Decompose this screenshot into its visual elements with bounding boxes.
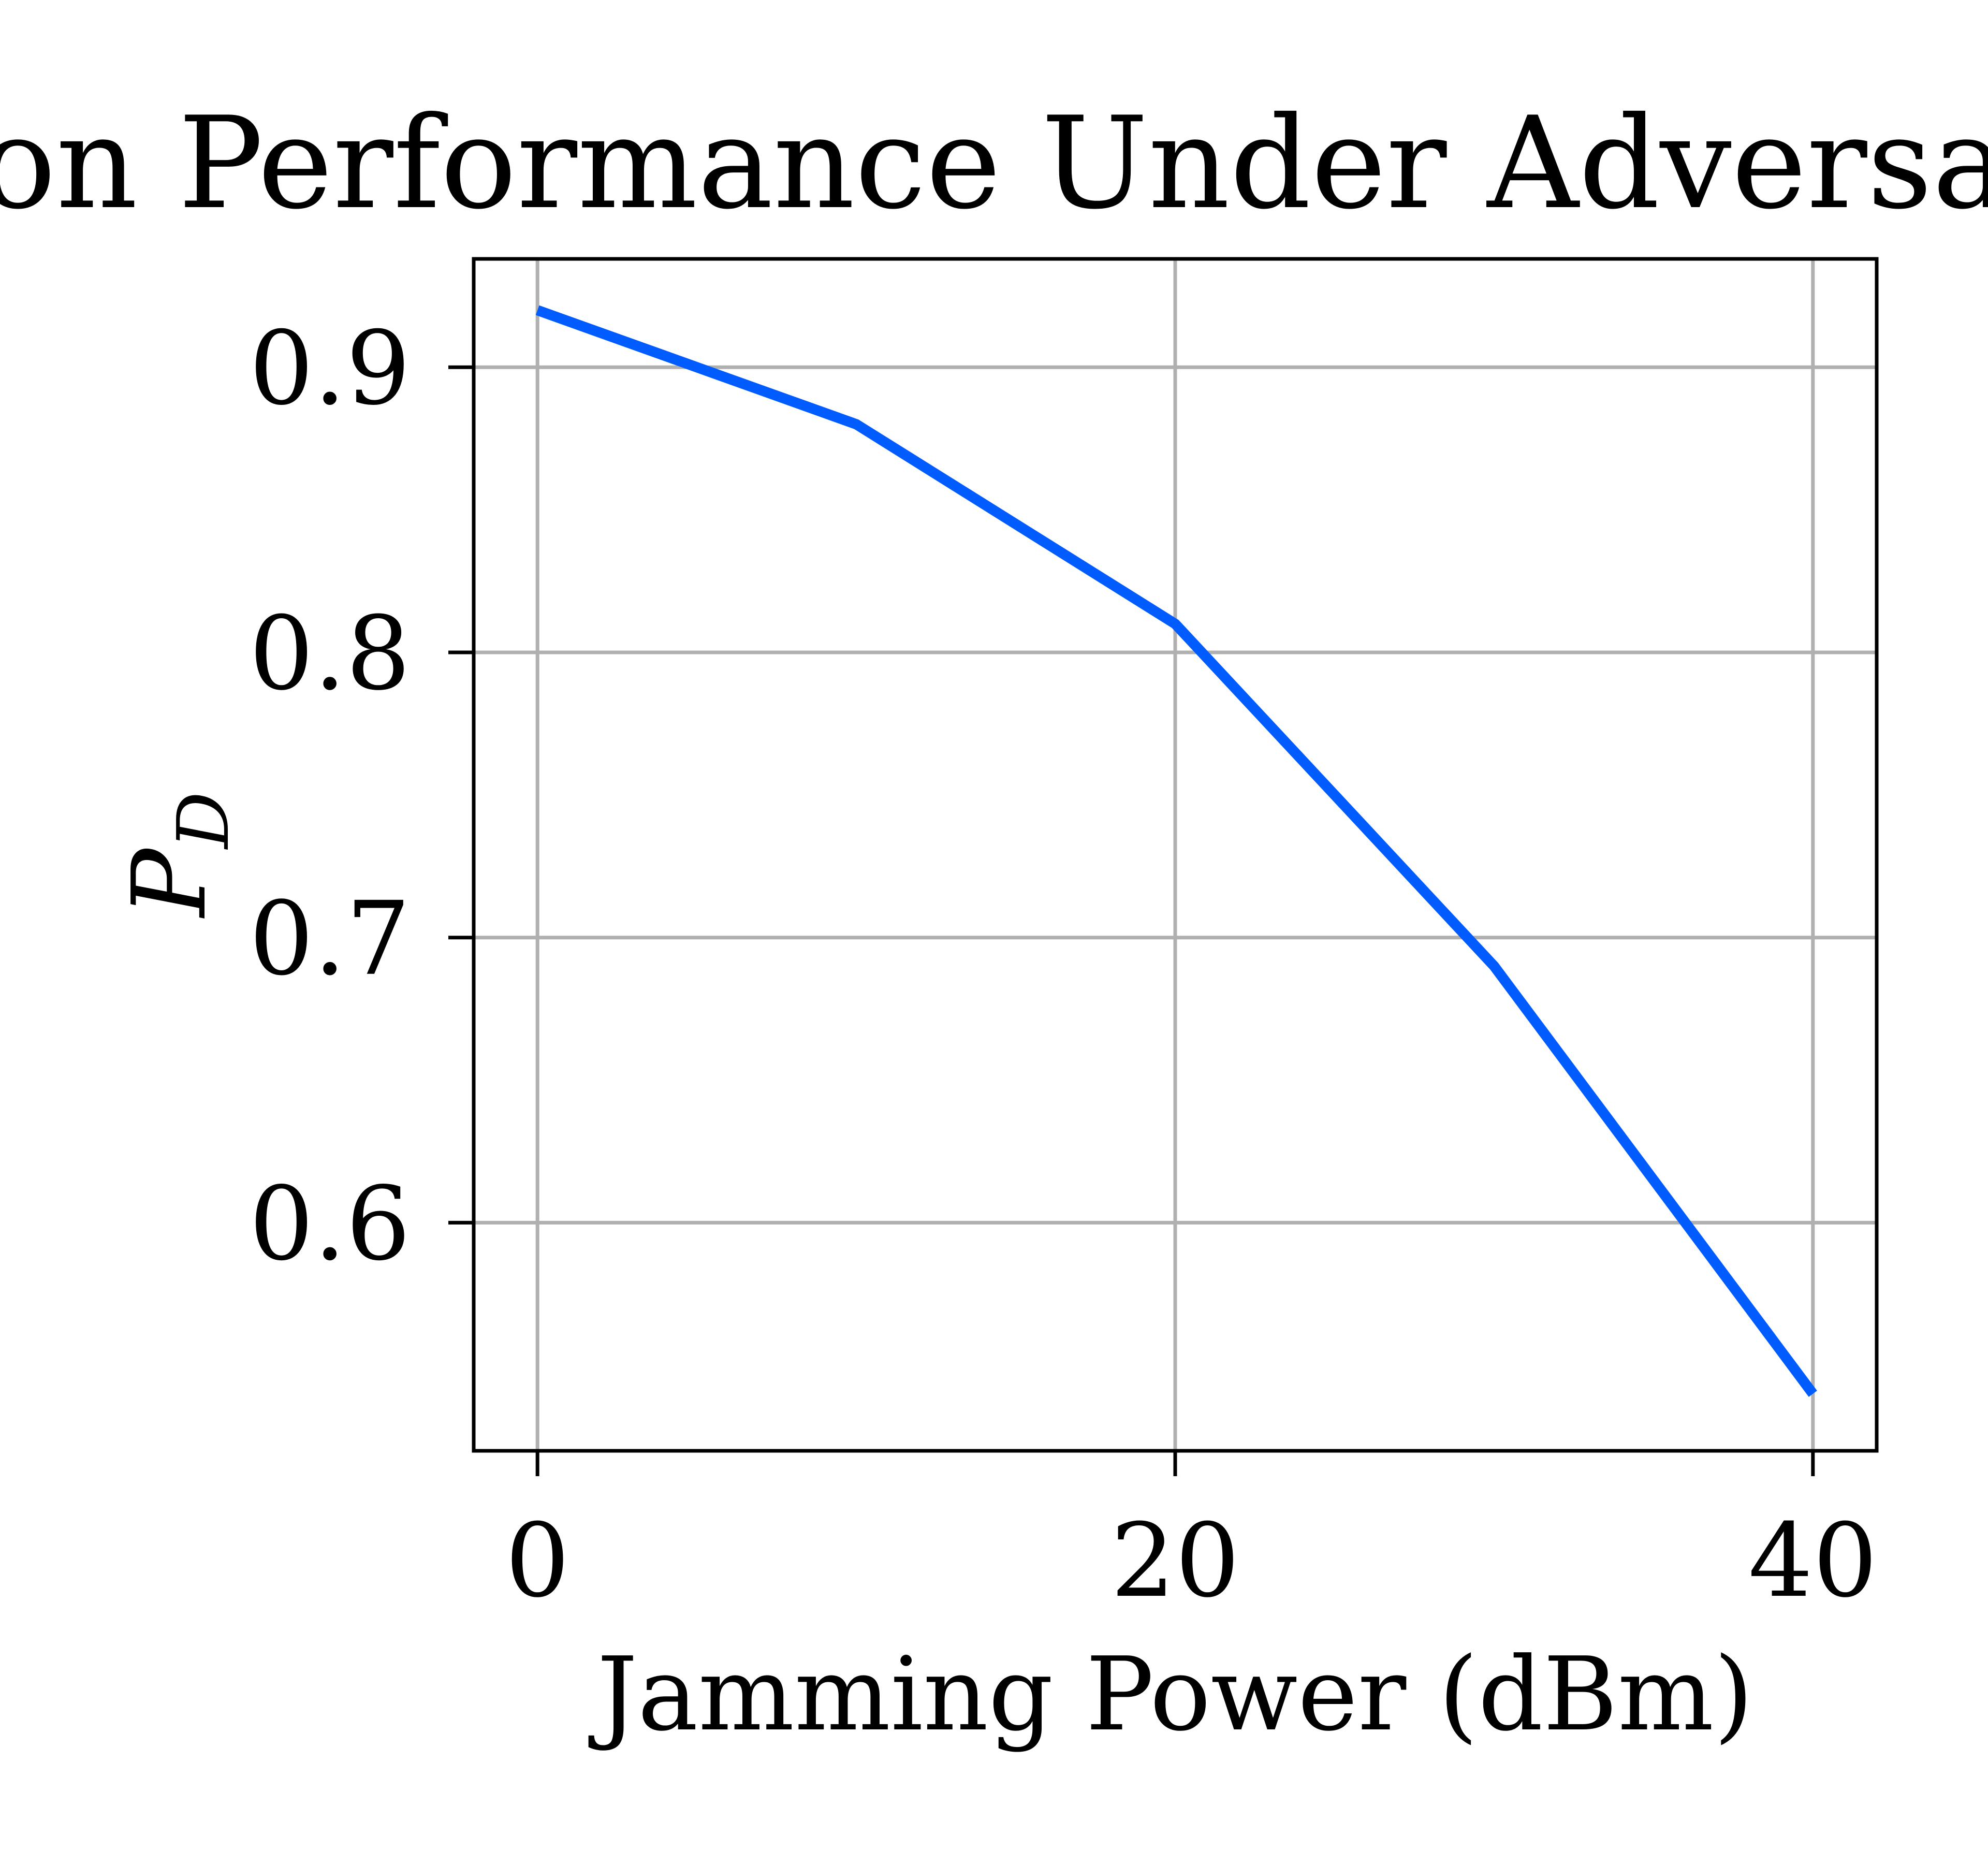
- chart-title: Detection Performance Under Adversarial …: [0, 90, 1988, 237]
- y-tick-label: 0.6: [249, 1165, 411, 1283]
- x-axis-ticks: 0 20 40: [505, 1451, 1878, 1620]
- y-axis-label-main: P: [111, 847, 229, 919]
- y-tick-label: 0.8: [249, 595, 411, 713]
- y-tick-label: 0.9: [249, 310, 411, 428]
- x-tick-label: 20: [1110, 1502, 1239, 1620]
- x-axis-label: Jamming Power (dBm): [588, 1636, 1753, 1754]
- data-series: [535, 305, 1817, 1397]
- y-axis-label: PD: [111, 792, 245, 919]
- x-tick-label: 40: [1748, 1502, 1877, 1620]
- y-axis-ticks: 0.6 0.7 0.8 0.9: [249, 310, 474, 1283]
- series-line: [535, 305, 1817, 1397]
- x-tick-label: 0: [505, 1502, 570, 1620]
- y-tick-label: 0.7: [249, 880, 411, 998]
- y-axis-label-subscript: D: [163, 792, 245, 850]
